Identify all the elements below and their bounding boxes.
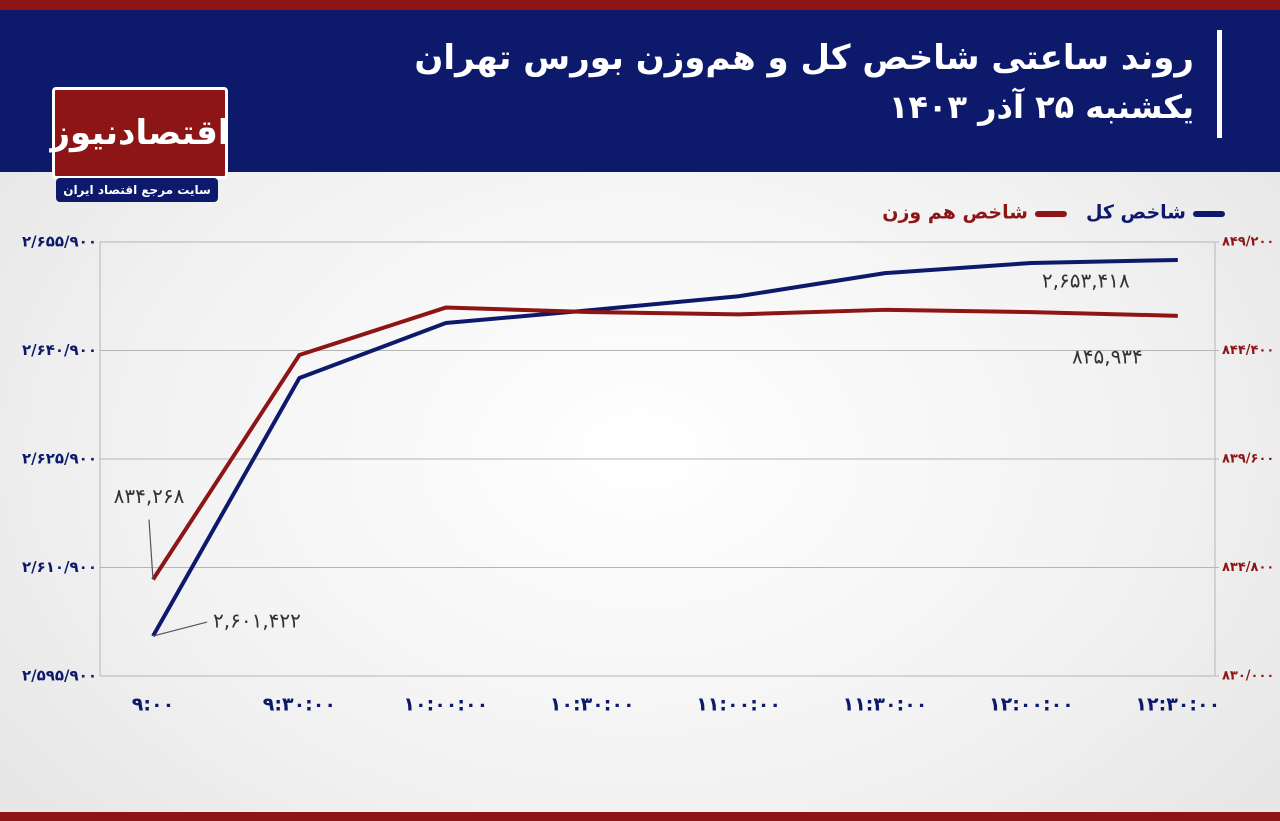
title: روند ساعتی شاخص کل و هم‌وزن بورس تهران xyxy=(414,38,1194,78)
y2-tick-label: ۸۳۹/۶۰۰ xyxy=(1222,452,1274,467)
y-tick-label: ۲/۶۲۵/۹۰۰ xyxy=(22,450,97,468)
x-tick-label: ۹:۰۰ xyxy=(132,694,174,716)
series-line xyxy=(151,257,1178,638)
y2-tick-label: ۸۴۹/۲۰۰ xyxy=(1222,235,1274,250)
data-label: ۸۳۴,۲۶۸ xyxy=(114,484,185,508)
y-tick-label: ۲/۶۵۵/۹۰۰ xyxy=(22,233,97,251)
x-tick-label: ۱۰:۳۰:۰۰ xyxy=(550,694,635,716)
x-tick-label: ۱۰:۰۰:۰۰ xyxy=(403,694,488,716)
top-strip xyxy=(0,0,1280,10)
x-tick-label: ۱۲:۰۰:۰۰ xyxy=(989,694,1074,716)
data-label: ۲,۶۰۱,۴۲۲ xyxy=(213,609,301,633)
y2-tick-label: ۸۴۴/۴۰۰ xyxy=(1222,343,1274,358)
leader-line xyxy=(148,519,154,580)
data-label: ۸۴۵,۹۳۴ xyxy=(1072,344,1143,368)
series-line xyxy=(151,305,1178,581)
legend-label: شاخص کل xyxy=(1086,202,1186,224)
legend-label: شاخص هم وزن xyxy=(882,202,1028,224)
subtitle: یکشنبه ۲۵ آذر ۱۴۰۳ xyxy=(888,88,1194,126)
x-tick-label: ۹:۳۰:۰۰ xyxy=(263,694,336,716)
logo-tagline: سایت مرجع اقتصاد ایران xyxy=(56,178,218,202)
y-tick-label: ۲/۵۹۵/۹۰۰ xyxy=(22,667,97,685)
y-tick-label: ۲/۶۱۰/۹۰۰ xyxy=(22,558,97,576)
y2-tick-label: ۸۳۴/۸۰۰ xyxy=(1222,560,1274,575)
bottom-strip xyxy=(0,812,1280,821)
x-tick-label: ۱۱:۳۰:۰۰ xyxy=(843,694,928,716)
y-tick-label: ۲/۶۴۰/۹۰۰ xyxy=(22,341,97,359)
title-bar xyxy=(1217,30,1222,138)
logo: اقتصادنیوز xyxy=(50,87,230,179)
y2-tick-label: ۸۳۰/۰۰۰ xyxy=(1222,669,1274,684)
data-label: ۲,۶۵۳,۴۱۸ xyxy=(1042,268,1130,292)
x-tick-label: ۱۱:۰۰:۰۰ xyxy=(696,694,781,716)
x-tick-label: ۱۲:۳۰:۰۰ xyxy=(1135,694,1220,716)
leader-line xyxy=(152,621,208,637)
